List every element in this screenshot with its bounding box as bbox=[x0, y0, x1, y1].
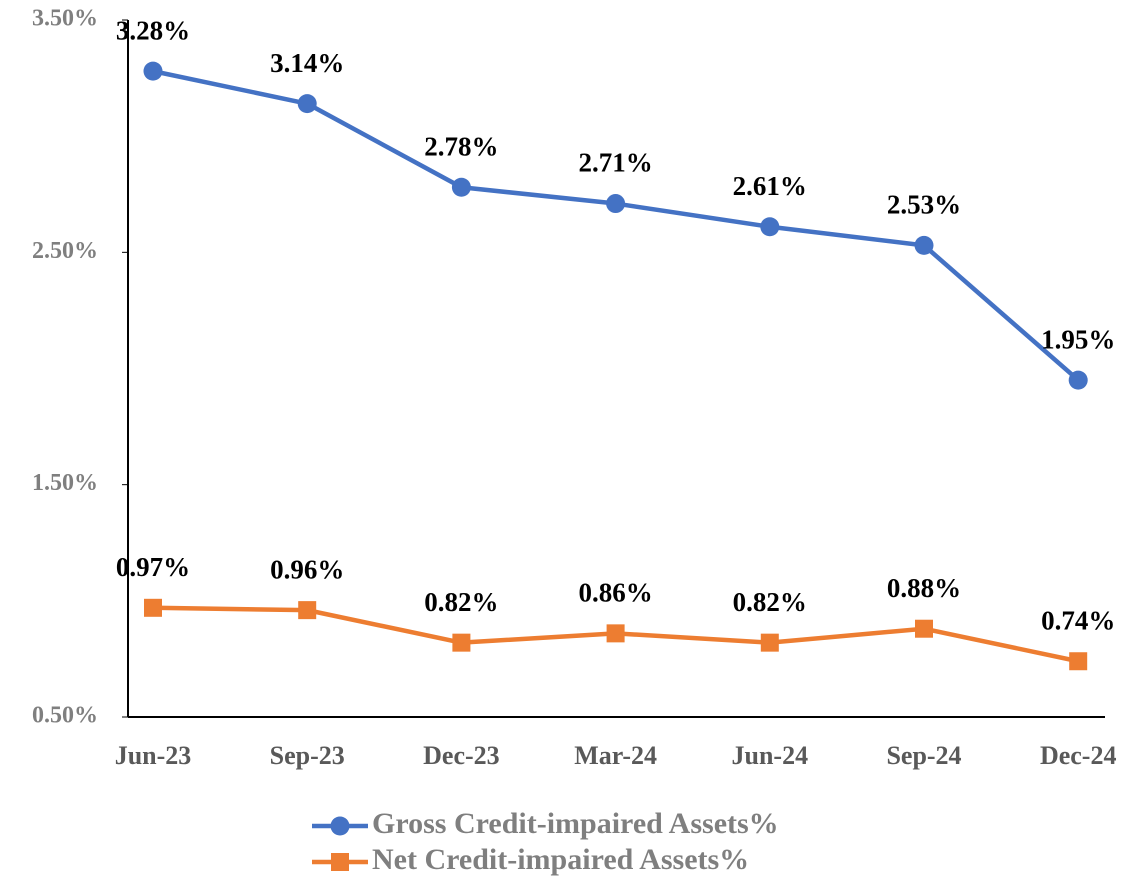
data-label: 2.53% bbox=[887, 190, 961, 220]
data-point bbox=[760, 217, 779, 236]
y-tick-label: 3.50% bbox=[32, 6, 98, 32]
y-tick-label: 2.50% bbox=[32, 238, 98, 264]
x-tick-label: Dec-23 bbox=[423, 741, 500, 770]
data-label: 0.86% bbox=[578, 578, 652, 608]
legend-marker bbox=[331, 853, 349, 871]
data-label: 0.97% bbox=[116, 552, 190, 582]
data-label: 0.96% bbox=[270, 554, 344, 584]
data-point bbox=[606, 194, 625, 213]
data-label: 0.82% bbox=[424, 587, 498, 617]
data-label: 3.28% bbox=[116, 15, 190, 45]
data-point bbox=[298, 601, 316, 619]
data-point bbox=[144, 62, 163, 81]
y-tick-label: 0.50% bbox=[32, 703, 98, 729]
x-tick-label: Jun-24 bbox=[732, 741, 809, 770]
data-label: 2.61% bbox=[733, 171, 807, 201]
data-label: 1.95% bbox=[1041, 324, 1115, 354]
data-label: 0.82% bbox=[733, 587, 807, 617]
x-tick-label: Sep-23 bbox=[270, 741, 345, 770]
data-point bbox=[1069, 371, 1088, 390]
x-tick-label: Dec-24 bbox=[1040, 741, 1117, 770]
data-label: 0.74% bbox=[1041, 605, 1115, 635]
chart: 0.50% 1.50% 2.50% 3.50% Jun-23 Sep-23 Dec-23 Ma… bbox=[0, 0, 1132, 886]
x-tick-label: Mar-24 bbox=[574, 741, 657, 770]
data-point bbox=[607, 624, 625, 642]
data-point bbox=[915, 620, 933, 638]
y-tick-label: 1.50% bbox=[32, 470, 98, 496]
data-point bbox=[1069, 652, 1087, 670]
data-label: 2.78% bbox=[424, 131, 498, 161]
data-point bbox=[761, 634, 779, 652]
legend-marker bbox=[331, 817, 350, 836]
x-tick-label: Jun-23 bbox=[115, 741, 192, 770]
data-point bbox=[144, 599, 162, 617]
legend-label: Net Credit-impaired Assets% bbox=[372, 843, 749, 876]
data-point bbox=[452, 178, 471, 197]
x-tick-label: Sep-24 bbox=[886, 741, 961, 770]
data-label: 3.14% bbox=[270, 48, 344, 78]
data-point bbox=[915, 236, 934, 255]
data-point bbox=[452, 634, 470, 652]
legend-label: Gross Credit-impaired Assets% bbox=[372, 807, 779, 840]
data-label: 2.71% bbox=[578, 148, 652, 178]
data-label: 0.88% bbox=[887, 573, 961, 603]
series-line bbox=[153, 71, 1078, 380]
data-point bbox=[298, 94, 317, 113]
